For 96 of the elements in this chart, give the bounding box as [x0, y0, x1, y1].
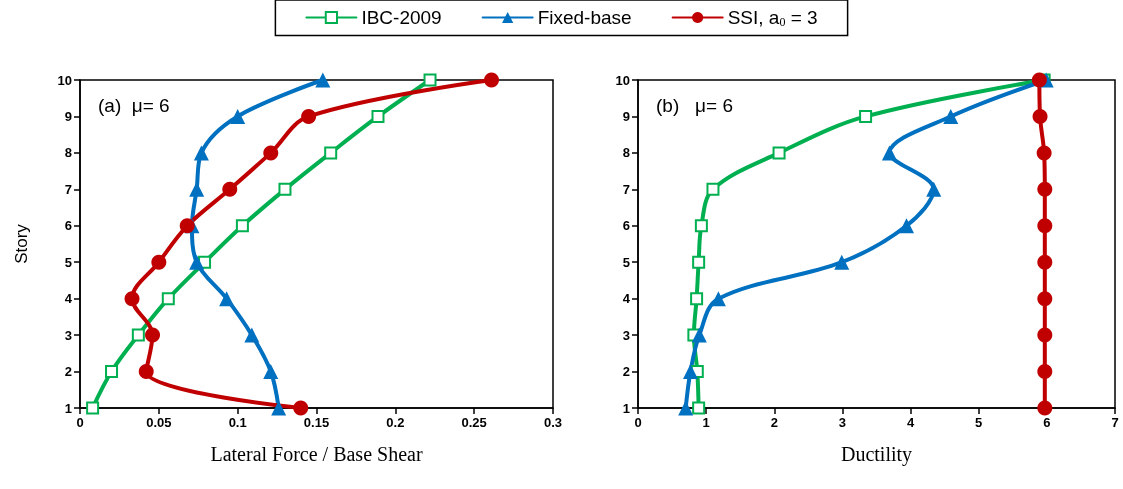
point: [1037, 400, 1053, 416]
point: [86, 401, 100, 415]
point: [179, 218, 195, 234]
x-tick-label: 3: [838, 415, 847, 430]
point: [151, 254, 167, 270]
point: [1031, 72, 1047, 88]
y-tick-label: 6: [622, 218, 630, 234]
point: [710, 291, 726, 307]
point: [263, 145, 279, 161]
x-tick-label: 0.15: [303, 415, 330, 430]
point: [706, 182, 720, 196]
y-axis-title: Story: [12, 223, 31, 264]
point: [278, 182, 292, 196]
y-tick-label: 9: [622, 108, 630, 124]
x-tick-label: 6: [1043, 415, 1051, 430]
point: [263, 364, 279, 380]
y-tick-label: 9: [64, 108, 72, 124]
point: [690, 292, 704, 306]
y-tick-label: 7: [64, 181, 72, 197]
point: [694, 219, 708, 233]
point: [1036, 145, 1052, 161]
point: [1037, 254, 1053, 270]
point: [301, 108, 317, 124]
point: [230, 108, 246, 124]
y-tick-label: 10: [615, 72, 630, 88]
point: [691, 327, 707, 343]
y-tick-label: 4: [64, 291, 73, 307]
point: [145, 327, 161, 343]
x-axis-title: Lateral Force / Base Shear: [210, 443, 423, 465]
point: [881, 145, 897, 161]
y-tick-label: 3: [622, 327, 630, 343]
point: [315, 72, 331, 88]
y-tick-label: 5: [64, 254, 72, 270]
point: [943, 108, 959, 124]
annotation: (a) μ= 6: [98, 95, 170, 116]
y-tick-label: 2: [622, 364, 630, 380]
x-tick-label: 0.25: [461, 415, 487, 430]
y-tick-label: 5: [622, 254, 630, 270]
point: [219, 291, 235, 307]
point: [293, 400, 309, 416]
y-tick-label: 6: [64, 218, 72, 234]
point: [859, 109, 873, 123]
x-tick-label: 0.1: [228, 415, 247, 430]
point: [682, 364, 698, 380]
point: [1037, 218, 1053, 234]
x-tick-label: 0: [634, 415, 642, 430]
point: [834, 254, 850, 270]
x-tick-label: 4: [906, 415, 915, 430]
x-tick-label: 0.05: [146, 415, 172, 430]
y-tick-label: 1: [64, 400, 72, 416]
x-tick-label: 5: [975, 415, 983, 430]
y-tick-label: 8: [64, 145, 72, 161]
point: [423, 73, 437, 87]
point: [189, 181, 205, 197]
y-tick-label: 10: [57, 72, 72, 88]
x-tick-label: 2: [770, 415, 778, 430]
point: [161, 292, 175, 306]
x-axis-title: Ductility: [840, 443, 913, 466]
point: [222, 181, 238, 197]
x-tick-label: 0: [76, 415, 84, 430]
point: [1032, 108, 1048, 124]
point: [898, 218, 914, 234]
point: [131, 328, 145, 342]
point: [1037, 327, 1053, 343]
point: [692, 255, 706, 269]
point: [1037, 364, 1053, 380]
y-tick-label: 1: [622, 400, 630, 416]
x-tick-label: 7: [1111, 415, 1119, 430]
point: [772, 146, 786, 160]
annotation: (b) μ= 6: [656, 95, 733, 116]
point: [124, 291, 140, 307]
point: [235, 219, 249, 233]
point: [678, 400, 694, 416]
point: [138, 364, 154, 380]
y-tick-label: 2: [64, 364, 72, 380]
x-tick-label: 0.2: [386, 415, 405, 430]
y-tick-label: 4: [622, 291, 631, 307]
point: [1037, 291, 1053, 307]
point: [371, 109, 385, 123]
point: [484, 72, 500, 88]
x-tick-label: 0.3: [543, 415, 563, 430]
y-tick-label: 8: [622, 145, 630, 161]
y-tick-label: 3: [64, 327, 72, 343]
point: [189, 254, 205, 270]
legend-label: Fixed-base: [537, 7, 632, 28]
point: [244, 327, 260, 343]
point: [1037, 181, 1053, 197]
legend-label: IBC-2009: [361, 7, 442, 28]
point: [692, 401, 706, 415]
point: [271, 400, 287, 416]
y-tick-label: 7: [622, 181, 630, 197]
point: [193, 145, 209, 161]
point: [926, 181, 942, 197]
point: [105, 365, 119, 379]
x-tick-label: 1: [702, 415, 710, 430]
point: [324, 146, 338, 160]
